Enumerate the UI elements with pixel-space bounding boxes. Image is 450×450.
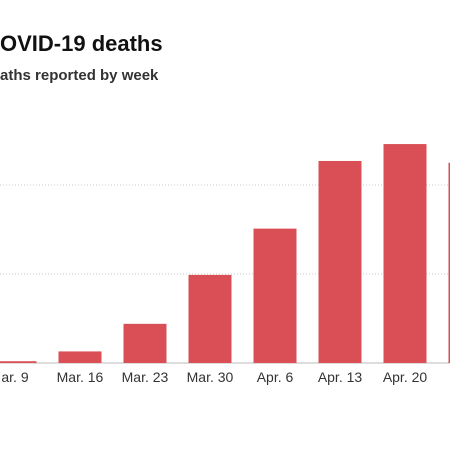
bar-4 — [188, 274, 232, 363]
chart-title: OVID-19 deaths — [0, 31, 163, 56]
x-tick-label-2: Mar. 16 — [57, 369, 104, 385]
bar-3 — [123, 323, 167, 363]
bar-6 — [318, 160, 362, 363]
x-tick-label-3: Mar. 23 — [122, 369, 169, 385]
bar-8 — [448, 162, 450, 363]
x-tick-label-6: Apr. 13 — [318, 369, 363, 385]
x-tick-label-4: Mar. 30 — [187, 369, 234, 385]
x-tick-label-5: Apr. 6 — [257, 369, 294, 385]
chart-subtitle: aths reported by week — [0, 67, 159, 84]
x-tick-label-1: ar. 9 — [1, 369, 28, 385]
bar-1 — [0, 361, 37, 363]
bar-5 — [253, 228, 297, 363]
x-tick-label-7: Apr. 20 — [383, 369, 428, 385]
bar-7 — [383, 144, 427, 363]
bar-2 — [58, 351, 102, 363]
